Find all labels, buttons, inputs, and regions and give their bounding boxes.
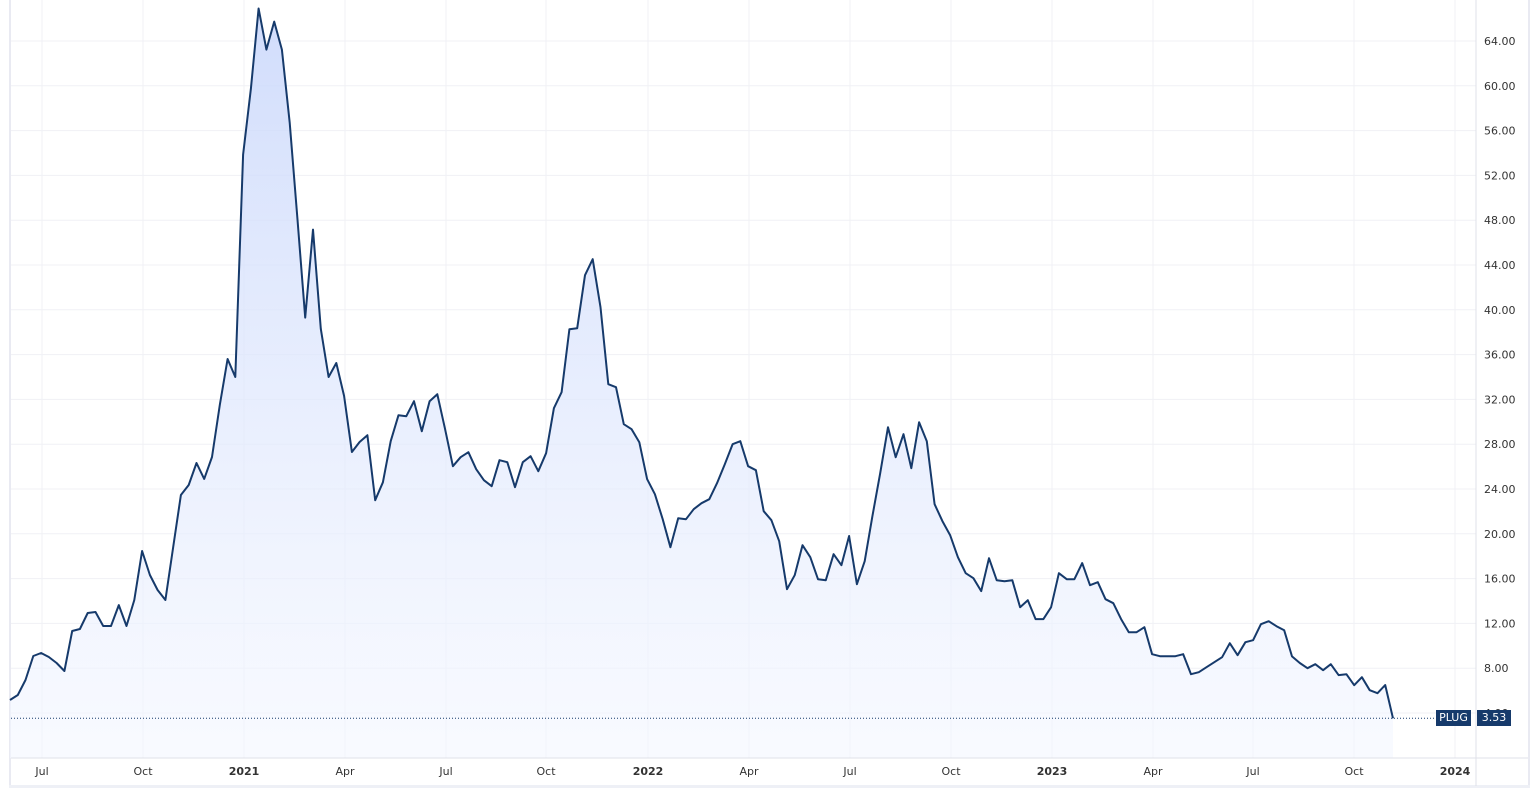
y-tick-label: 12.00 — [1484, 617, 1516, 630]
last-price-tag: 3.53 — [1477, 710, 1511, 726]
x-axis-ticks: Jul Oct 2021 Apr Jul Oct 2022 Apr Jul Oct 2023 Apr J… — [34, 765, 1470, 778]
x-tick-label: Apr — [335, 765, 355, 778]
y-tick-label: 48.00 — [1484, 214, 1516, 227]
x-tick-label: Jul — [438, 765, 452, 778]
y-tick-label: 44.00 — [1484, 259, 1516, 272]
x-tick-label: Oct — [941, 765, 961, 778]
y-tick-label: 32.00 — [1484, 393, 1516, 406]
y-tick-label: 60.00 — [1484, 80, 1516, 93]
x-tick-label: Oct — [536, 765, 556, 778]
y-tick-label: 24.00 — [1484, 483, 1516, 496]
y-tick-label: 20.00 — [1484, 528, 1516, 541]
y-tick-label: 16.00 — [1484, 573, 1516, 586]
price-area-fill — [10, 8, 1393, 758]
y-tick-label: 56.00 — [1484, 125, 1516, 138]
x-tick-label: 2022 — [633, 765, 664, 778]
x-tick-label: Apr — [739, 765, 759, 778]
chart-bottom-border — [9, 785, 1530, 788]
price-line — [9, 7, 1394, 719]
chart-left-border — [9, 0, 11, 786]
x-tick-label: 2023 — [1037, 765, 1068, 778]
ticker-tag: PLUG — [1436, 710, 1471, 726]
x-tick-label: 2024 — [1440, 765, 1471, 778]
x-tick-label: Oct — [133, 765, 153, 778]
y-tick-label: 52.00 — [1484, 169, 1516, 182]
x-tick-label: Jul — [1245, 765, 1259, 778]
y-tick-label: 64.00 — [1484, 35, 1516, 48]
x-tick-label: Jul — [842, 765, 856, 778]
x-tick-label: Jul — [34, 765, 48, 778]
y-tick-label: 36.00 — [1484, 349, 1516, 362]
y-axis-ticks: 64.00 60.00 56.00 52.00 48.00 44.00 40.00 36.00… — [1484, 35, 1516, 720]
chart-right-border — [1528, 0, 1530, 786]
y-tick-label: 40.00 — [1484, 304, 1516, 317]
y-tick-label: 28.00 — [1484, 438, 1516, 451]
y-tick-label: 8.00 — [1484, 662, 1509, 675]
x-tick-label: Oct — [1344, 765, 1364, 778]
x-tick-label: 2021 — [229, 765, 260, 778]
x-tick-label: Apr — [1143, 765, 1163, 778]
